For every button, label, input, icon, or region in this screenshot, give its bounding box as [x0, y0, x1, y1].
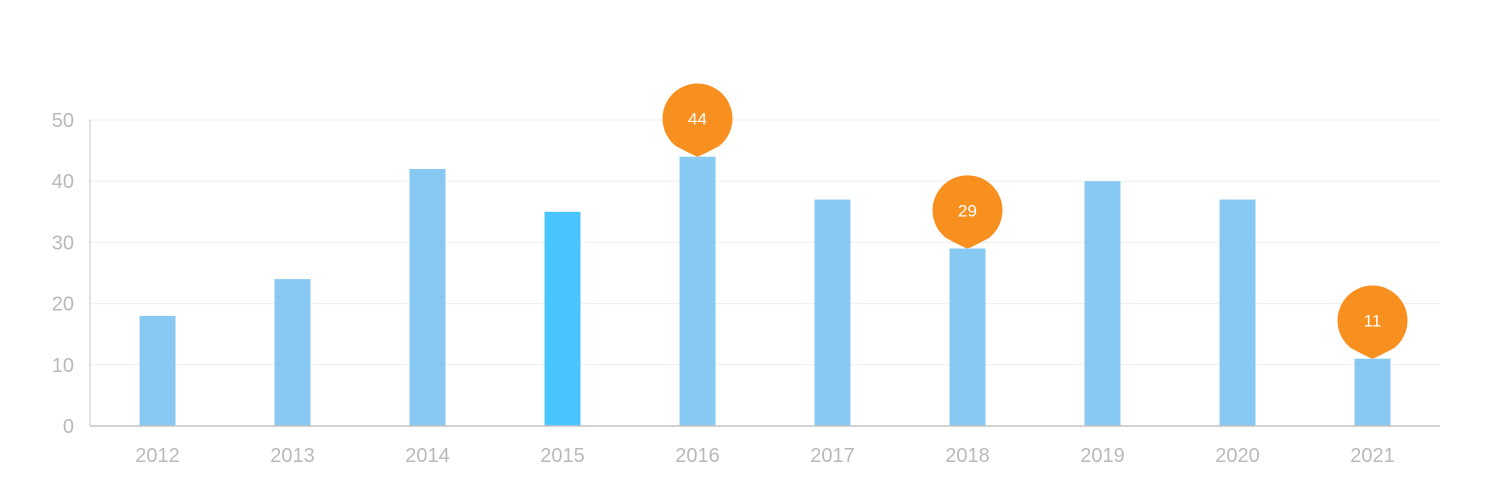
marker-pin-shape [662, 83, 733, 157]
marker-value-label: 44 [688, 110, 707, 129]
value-marker-2016: 44 [662, 83, 733, 157]
x-tick-label: 2015 [540, 445, 585, 467]
bar-2013[interactable] [274, 279, 311, 426]
value-markers: 44 29 11 [662, 83, 1408, 359]
marker-value-label: 29 [958, 202, 977, 221]
y-tick-labels: 0 10 20 30 40 50 [52, 110, 74, 438]
y-tick-label: 10 [52, 355, 74, 377]
x-tick-label: 2018 [945, 445, 990, 467]
y-tick-label: 0 [63, 416, 74, 438]
x-tick-label: 2014 [405, 445, 450, 467]
bar-2014[interactable] [409, 168, 446, 426]
bar-2019[interactable] [1084, 181, 1121, 426]
x-tick-label: 2013 [270, 445, 315, 467]
bar-2017[interactable] [814, 199, 851, 426]
y-tick-label: 40 [52, 171, 74, 193]
value-marker-2018: 29 [932, 175, 1003, 249]
x-tick-label: 2012 [135, 445, 180, 467]
marker-value-label: 11 [1364, 312, 1382, 331]
axes [89, 120, 1440, 427]
y-tick-label: 30 [52, 232, 74, 254]
marker-pin-shape [1337, 285, 1408, 359]
value-marker-2021: 11 [1337, 285, 1408, 359]
x-tick-label: 2017 [810, 445, 855, 467]
x-tick-label: 2019 [1080, 445, 1125, 467]
bar-2018[interactable] [949, 248, 986, 426]
bars [139, 156, 1391, 426]
marker-pin-shape [932, 175, 1003, 249]
y-tick-label: 20 [52, 294, 74, 316]
y-tick-label: 50 [52, 110, 74, 132]
bar-2012[interactable] [139, 315, 176, 426]
bar-2021[interactable] [1354, 358, 1391, 426]
grid-lines [90, 119, 1440, 366]
x-tick-label: 2020 [1215, 445, 1260, 467]
bar-2016[interactable] [679, 156, 716, 426]
x-tick-labels: 2012 2013 2014 2015 2016 2017 2018 2019 2020 2021 [135, 445, 1395, 467]
x-tick-label: 2016 [675, 445, 720, 467]
bar-2015[interactable] [544, 211, 581, 426]
x-tick-label: 2021 [1350, 445, 1395, 467]
bar-2020[interactable] [1219, 199, 1256, 426]
